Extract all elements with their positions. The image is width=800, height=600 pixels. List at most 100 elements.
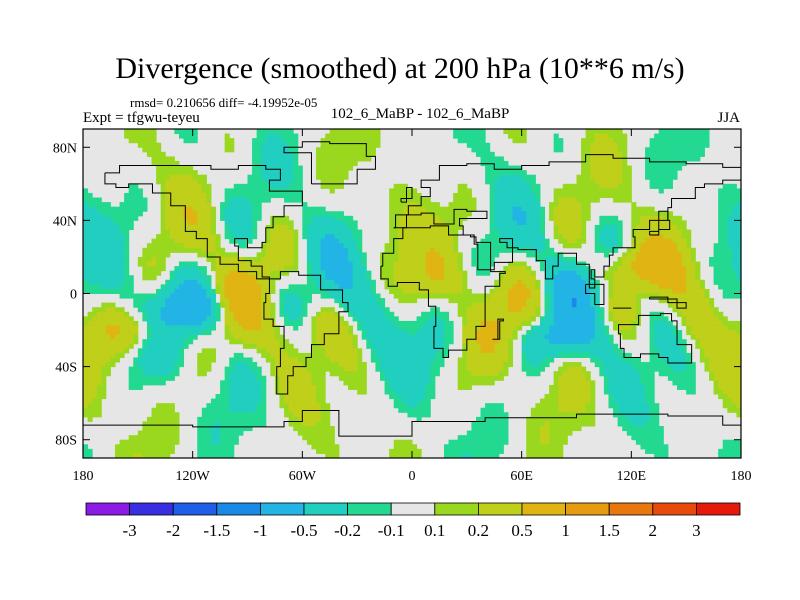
field-cell [334, 183, 340, 189]
field-cell [348, 366, 354, 372]
field-cell [425, 343, 431, 349]
field-cell [270, 275, 276, 281]
field-cell [83, 288, 89, 294]
field-cell [352, 151, 358, 157]
field-cell [439, 357, 445, 363]
field-cell [352, 339, 358, 345]
field-cell [302, 211, 308, 217]
field-cell [329, 284, 335, 290]
field-cell [581, 375, 587, 381]
field-cell [224, 426, 230, 432]
field-cell [96, 202, 102, 208]
field-cell [252, 174, 258, 180]
field-cell [160, 151, 166, 157]
field-cell [334, 247, 340, 253]
field-cell [334, 352, 340, 358]
field-cell [576, 224, 582, 231]
field-cell [430, 211, 436, 217]
field-cell [416, 234, 422, 240]
field-cell [338, 298, 344, 304]
field-cell [581, 147, 587, 153]
field-cell [201, 247, 207, 253]
field-cell [480, 238, 486, 244]
field-cell [224, 375, 230, 381]
field-cell [297, 371, 303, 377]
field-cell [229, 229, 235, 235]
field-cell [279, 343, 285, 349]
field-cell [571, 270, 577, 276]
field-cell [512, 202, 518, 208]
field-cell [402, 384, 408, 390]
field-cell [110, 215, 116, 221]
field-cell [306, 284, 312, 290]
field-cell [270, 339, 276, 345]
field-cell [270, 247, 276, 253]
field-cell [581, 407, 587, 413]
field-cell [320, 389, 326, 395]
field-cell [146, 320, 153, 326]
field-cell [549, 320, 555, 326]
field-cell [407, 348, 413, 354]
field-cell [562, 316, 568, 322]
field-cell [485, 403, 491, 409]
field-cell [348, 224, 354, 231]
field-cell [361, 316, 367, 322]
field-cell [544, 339, 550, 345]
field-cell [302, 284, 308, 290]
field-cell [535, 284, 541, 290]
field-cell [380, 325, 386, 331]
field-cell [192, 293, 198, 299]
field-cell [224, 407, 230, 413]
field-cell [279, 266, 285, 272]
field-cell [137, 348, 143, 354]
field-cell [133, 133, 139, 139]
field-cell [338, 357, 344, 363]
field-cell [471, 133, 477, 139]
field-cell [453, 224, 459, 231]
field-cell [169, 288, 175, 294]
field-cell [576, 330, 582, 336]
field-cell [357, 298, 363, 304]
field-cell [329, 220, 335, 226]
field-cell [105, 229, 111, 235]
field-cell [274, 174, 280, 180]
field-cell [425, 398, 431, 404]
field-cell [466, 334, 472, 340]
field-cell [169, 275, 175, 281]
field-cell [192, 288, 198, 294]
field-cell [288, 380, 294, 386]
field-cell [306, 435, 312, 441]
field-cell [311, 256, 317, 263]
field-cell [348, 325, 354, 331]
field-cell [151, 307, 157, 313]
field-cell [261, 183, 267, 189]
field-cell [581, 270, 587, 276]
field-cell [210, 307, 217, 313]
field-cell [581, 394, 587, 400]
field-cell [585, 142, 591, 148]
field-cell [87, 202, 93, 208]
field-cell [197, 215, 203, 221]
field-cell [352, 284, 358, 290]
field-cell [443, 261, 450, 267]
field-cell [471, 439, 477, 445]
field-cell [393, 197, 399, 203]
field-cell [256, 412, 262, 418]
field-cell [558, 307, 564, 313]
field-cell [512, 302, 518, 308]
field-cell [439, 316, 445, 322]
field-cell [407, 384, 413, 390]
field-cell [261, 275, 267, 281]
field-cell [494, 234, 500, 240]
field-cell [306, 270, 312, 276]
field-cell [261, 261, 267, 267]
field-cell [261, 151, 267, 157]
field-cell [348, 334, 354, 340]
field-cell [293, 174, 299, 180]
field-cell [156, 316, 162, 322]
field-cell [311, 288, 317, 294]
field-cell [133, 380, 139, 386]
field-cell [530, 275, 536, 281]
field-cell [343, 334, 349, 340]
season-label: JJA [717, 110, 740, 126]
